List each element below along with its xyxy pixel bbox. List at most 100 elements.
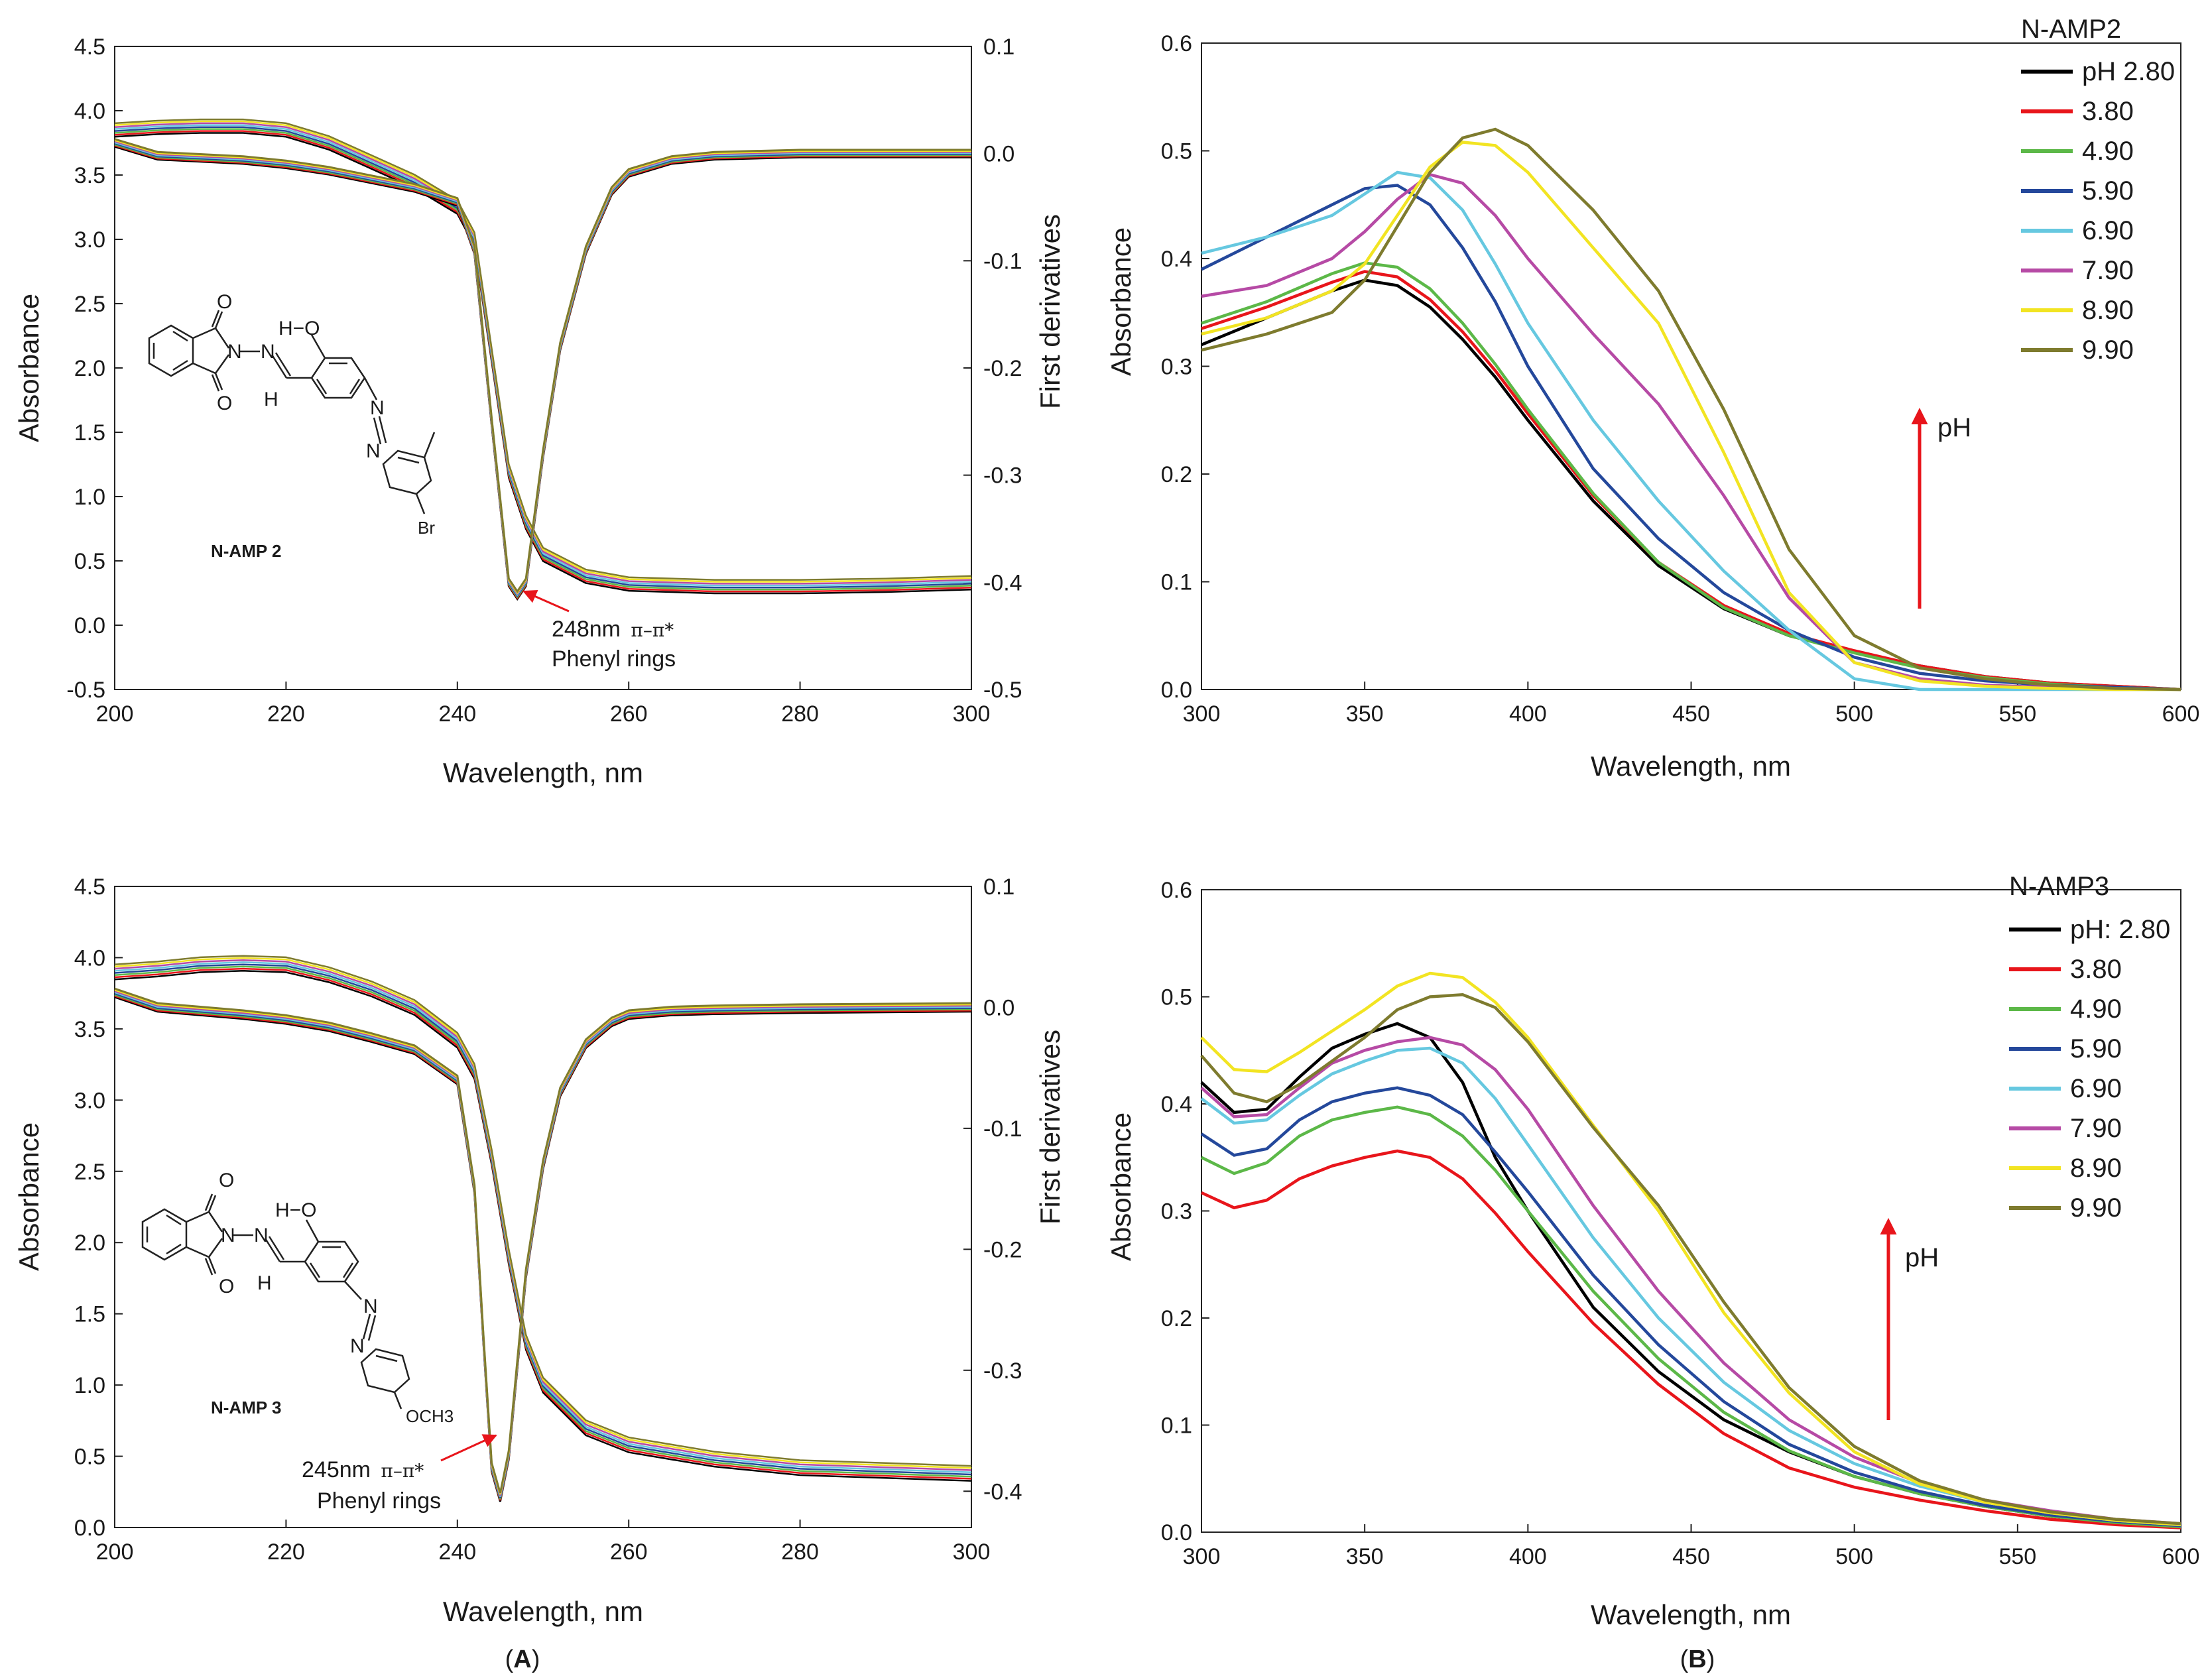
legend-entry: 8.90 (2082, 296, 2134, 325)
ph-curve (1201, 141, 2181, 691)
derivative-line (114, 143, 971, 599)
x-tick-label: 500 (1835, 1544, 1873, 1569)
ph-curve (1201, 261, 2181, 691)
derivative-line (114, 145, 971, 601)
atom-h: H (257, 1272, 272, 1294)
legend-entry: 3.80 (2070, 955, 2122, 984)
peak-label: Phenyl rings (317, 1488, 441, 1514)
y-tick-label: 4.0 (74, 99, 105, 124)
caption-b: (B) (1680, 1646, 1715, 1673)
peak-annotation: 245nm π–π* (302, 1457, 424, 1482)
y2-tick-label: -0.2 (983, 356, 1022, 381)
y-tick-label: 0.4 (1161, 1092, 1192, 1117)
y-axis-label: Absorbance (13, 294, 44, 442)
absorbance-line (114, 128, 972, 591)
legend-title: N-AMP3 (2009, 872, 2109, 901)
legend-entry: 7.90 (2070, 1114, 2122, 1143)
y-tick-label: 0.5 (74, 549, 105, 574)
ph-curve (1201, 278, 2181, 691)
plot-frame (114, 886, 972, 1528)
peak-transition: π–π* (631, 619, 674, 641)
y2-axis-label: First derivatives (1034, 214, 1066, 409)
molecule-labels-n-amp3: O O N N H−O H N N OCH3 N-AMP 3 (211, 1170, 454, 1426)
y-tick-label: 0.5 (1161, 139, 1192, 164)
caption-a: (A) (505, 1646, 540, 1673)
x-tick-label: 200 (96, 1539, 134, 1565)
x-tick-label: 550 (1998, 1544, 2036, 1569)
x-tick-label: 300 (953, 1539, 991, 1565)
substituent-label: OCH3 (406, 1406, 454, 1426)
x-axis-label: Wavelength, nm (1591, 750, 1791, 782)
y-tick-label: 0.4 (1161, 247, 1192, 272)
x-tick-label: 220 (267, 1539, 305, 1565)
x-tick-label: 350 (1346, 1544, 1384, 1569)
derivative-line (114, 993, 972, 1500)
absorbance-line (114, 130, 972, 593)
legend-entry: 7.90 (2082, 256, 2134, 285)
derivative-line (114, 994, 972, 1501)
y2-axis-label: First derivatives (1034, 1030, 1066, 1225)
derivative-line (114, 992, 972, 1498)
y2-tick-label: -0.1 (983, 249, 1022, 274)
y-tick-label: 3.5 (74, 163, 105, 188)
legend-entry: 3.80 (2082, 97, 2134, 126)
peak-wavelength: 248nm (552, 617, 621, 642)
x-tick-label: 300 (1183, 1544, 1221, 1569)
x-tick-label: 550 (1998, 701, 2036, 727)
x-tick-label: 600 (2162, 701, 2200, 727)
ph-curves (1201, 127, 2181, 691)
atom-o-bottom: O (219, 1276, 234, 1297)
ph-curve (1201, 1149, 2181, 1530)
x-tick-label: 400 (1509, 701, 1547, 727)
y2-tick-label: 0.0 (983, 142, 1014, 167)
y-tick-label: 3.0 (74, 1088, 105, 1113)
y-tick-label: 0.3 (1161, 355, 1192, 380)
panel-ph-spectra-n-amp2: 300 350 400 450 500 550 600 0.0 0.1 0.2 0.3 0.4 0.5 0… (1105, 15, 2199, 782)
absorbance-line (114, 126, 972, 589)
peak-transition: π–π* (381, 1460, 424, 1482)
derivative-line (114, 139, 971, 595)
absorbance-line (114, 124, 972, 587)
y-tick-label: 4.5 (74, 34, 105, 60)
ph-curve (1200, 993, 2181, 1526)
molecule-name: N-AMP 2 (211, 541, 281, 561)
atom-n2: N (254, 1225, 269, 1246)
x-tick-label: 200 (96, 701, 134, 727)
ph-curve (1200, 1086, 2181, 1528)
derivative-line (114, 987, 972, 1494)
x-tick-label: 280 (781, 1539, 819, 1565)
derivative-line (114, 990, 972, 1496)
y2-tick-label: -0.5 (983, 678, 1022, 703)
x-tick-label: 300 (953, 701, 991, 727)
x-tick-label: 450 (1672, 1544, 1710, 1569)
tick-marks: 300 350 400 450 500 550 600 0.0 0.1 0.2 0.3 0.4 0.5 0… (1161, 878, 2200, 1569)
absorbance-line (114, 122, 972, 585)
derivative-line (114, 142, 971, 598)
derivative-line (114, 141, 971, 597)
x-tick-label: 280 (781, 701, 819, 727)
substituent-label: Br (418, 518, 435, 538)
plot-frame (1201, 889, 2181, 1533)
legend-entry: pH 2.80 (2082, 57, 2175, 86)
molecule-name: N-AMP 3 (211, 1398, 281, 1417)
legend: pH: 2.80 3.80 4.90 5.90 6.90 7.90 8.90 9.90 (2009, 915, 2170, 1223)
caption-a-letter: A (513, 1646, 531, 1673)
x-axis-label: Wavelength, nm (443, 757, 643, 788)
hydroxyl-label: H−O (278, 318, 320, 339)
x-tick-label: 260 (610, 1539, 648, 1565)
y-tick-label: 2.5 (74, 1160, 105, 1185)
x-tick-label: 240 (438, 1539, 476, 1565)
hydroxyl-label: H−O (275, 1199, 317, 1221)
x-tick-label: 450 (1672, 701, 1710, 727)
peak-label: Phenyl rings (552, 646, 676, 672)
derivative-line (114, 991, 972, 1497)
derivative-line (114, 145, 971, 600)
y-tick-label: 1.5 (74, 420, 105, 446)
ph-curve (1200, 1046, 2181, 1526)
y-axis-label: Absorbance (13, 1122, 44, 1271)
ph-arrow-label: pH (1937, 413, 1971, 442)
y-axis-label: Absorbance (1105, 227, 1136, 376)
y-tick-label: 0.5 (74, 1445, 105, 1470)
y2-tick-label: 0.0 (983, 995, 1014, 1020)
x-tick-label: 240 (438, 701, 476, 727)
